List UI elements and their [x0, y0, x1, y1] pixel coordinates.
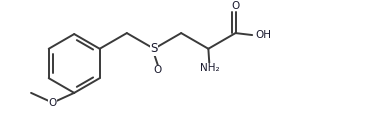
Text: S: S	[150, 42, 158, 55]
Text: O: O	[154, 65, 162, 75]
Text: OH: OH	[255, 30, 271, 40]
Text: O: O	[49, 98, 57, 108]
Text: NH₂: NH₂	[199, 63, 219, 73]
Text: O: O	[231, 1, 240, 11]
